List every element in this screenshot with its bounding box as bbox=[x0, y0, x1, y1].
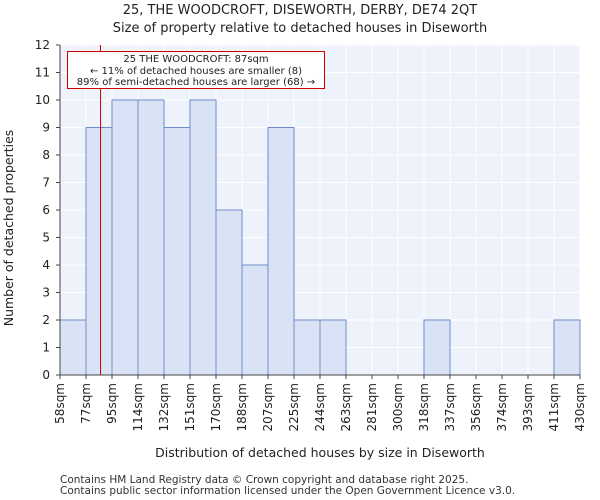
y-tick-label: 4 bbox=[42, 258, 50, 272]
x-tick-label: 188sqm bbox=[235, 383, 249, 431]
annotation-line-1: 25 THE WOODCROFT: 87sqm bbox=[123, 54, 269, 65]
y-tick-label: 1 bbox=[42, 341, 50, 355]
x-tick-label: 281sqm bbox=[365, 383, 379, 431]
y-tick-label: 12 bbox=[35, 38, 50, 52]
histogram-bar bbox=[267, 127, 295, 376]
histogram-bar bbox=[111, 99, 139, 376]
chart-title: 25, THE WOODCROFT, DISEWORTH, DERBY, DE7… bbox=[122, 3, 478, 18]
x-tick-label: 132sqm bbox=[157, 383, 171, 431]
x-tick-label: 411sqm bbox=[547, 383, 561, 431]
histogram-bar bbox=[241, 264, 269, 376]
y-tick-label: 6 bbox=[42, 203, 50, 217]
chart-subtitle: Size of property relative to detached ho… bbox=[112, 21, 488, 36]
histogram-bar bbox=[553, 319, 581, 376]
histogram-bar bbox=[85, 127, 113, 376]
histogram-bar bbox=[59, 319, 87, 376]
y-tick-label: 8 bbox=[42, 148, 50, 162]
histogram-bar bbox=[189, 99, 217, 376]
footer-licence: Contains public sector information licen… bbox=[60, 485, 516, 497]
y-tick-label: 10 bbox=[35, 93, 50, 107]
x-tick-label: 114sqm bbox=[131, 383, 145, 431]
histogram-bar bbox=[163, 127, 191, 376]
x-axis-label: Distribution of detached houses by size … bbox=[155, 445, 485, 460]
x-tick-label: 244sqm bbox=[313, 383, 327, 431]
y-tick-label: 0 bbox=[42, 368, 50, 382]
x-tick-label: 58sqm bbox=[53, 383, 67, 424]
histogram-bar bbox=[293, 319, 321, 376]
x-tick-label: 207sqm bbox=[261, 383, 275, 431]
x-tick-label: 337sqm bbox=[443, 383, 457, 431]
histogram-bar bbox=[319, 319, 347, 376]
x-tick-label: 77sqm bbox=[79, 383, 93, 424]
property-annotation-box: 25 THE WOODCROFT: 87sqm ← 11% of detache… bbox=[67, 51, 325, 89]
y-tick-label: 9 bbox=[42, 121, 50, 135]
y-tick-label: 7 bbox=[42, 176, 50, 190]
x-tick-label: 300sqm bbox=[391, 383, 405, 431]
x-tick-label: 356sqm bbox=[469, 383, 483, 431]
annotation-line-2: ← 11% of detached houses are smaller (8) bbox=[90, 65, 302, 77]
annotation-line-3: 89% of semi-detached houses are larger (… bbox=[76, 77, 316, 88]
x-tick-label: 170sqm bbox=[209, 383, 223, 431]
x-tick-label: 374sqm bbox=[495, 383, 509, 431]
histogram-bar bbox=[423, 319, 451, 376]
y-tick-label: 11 bbox=[35, 66, 50, 80]
y-axis-label: Number of detached properties bbox=[1, 130, 16, 327]
x-tick-label: 430sqm bbox=[573, 383, 587, 431]
x-tick-label: 95sqm bbox=[105, 383, 119, 424]
x-tick-label: 225sqm bbox=[287, 383, 301, 431]
y-tick-label: 5 bbox=[42, 231, 50, 245]
x-tick-label: 393sqm bbox=[521, 383, 535, 431]
histogram-bar bbox=[215, 209, 243, 376]
x-tick-label: 263sqm bbox=[339, 383, 353, 431]
y-tick-label: 3 bbox=[42, 286, 50, 300]
histogram-bar bbox=[137, 99, 165, 376]
x-tick-label: 318sqm bbox=[417, 383, 431, 431]
x-tick-label: 151sqm bbox=[183, 383, 197, 431]
y-tick-label: 2 bbox=[42, 313, 50, 327]
footer-copyright: Contains HM Land Registry data © Crown c… bbox=[60, 474, 469, 486]
